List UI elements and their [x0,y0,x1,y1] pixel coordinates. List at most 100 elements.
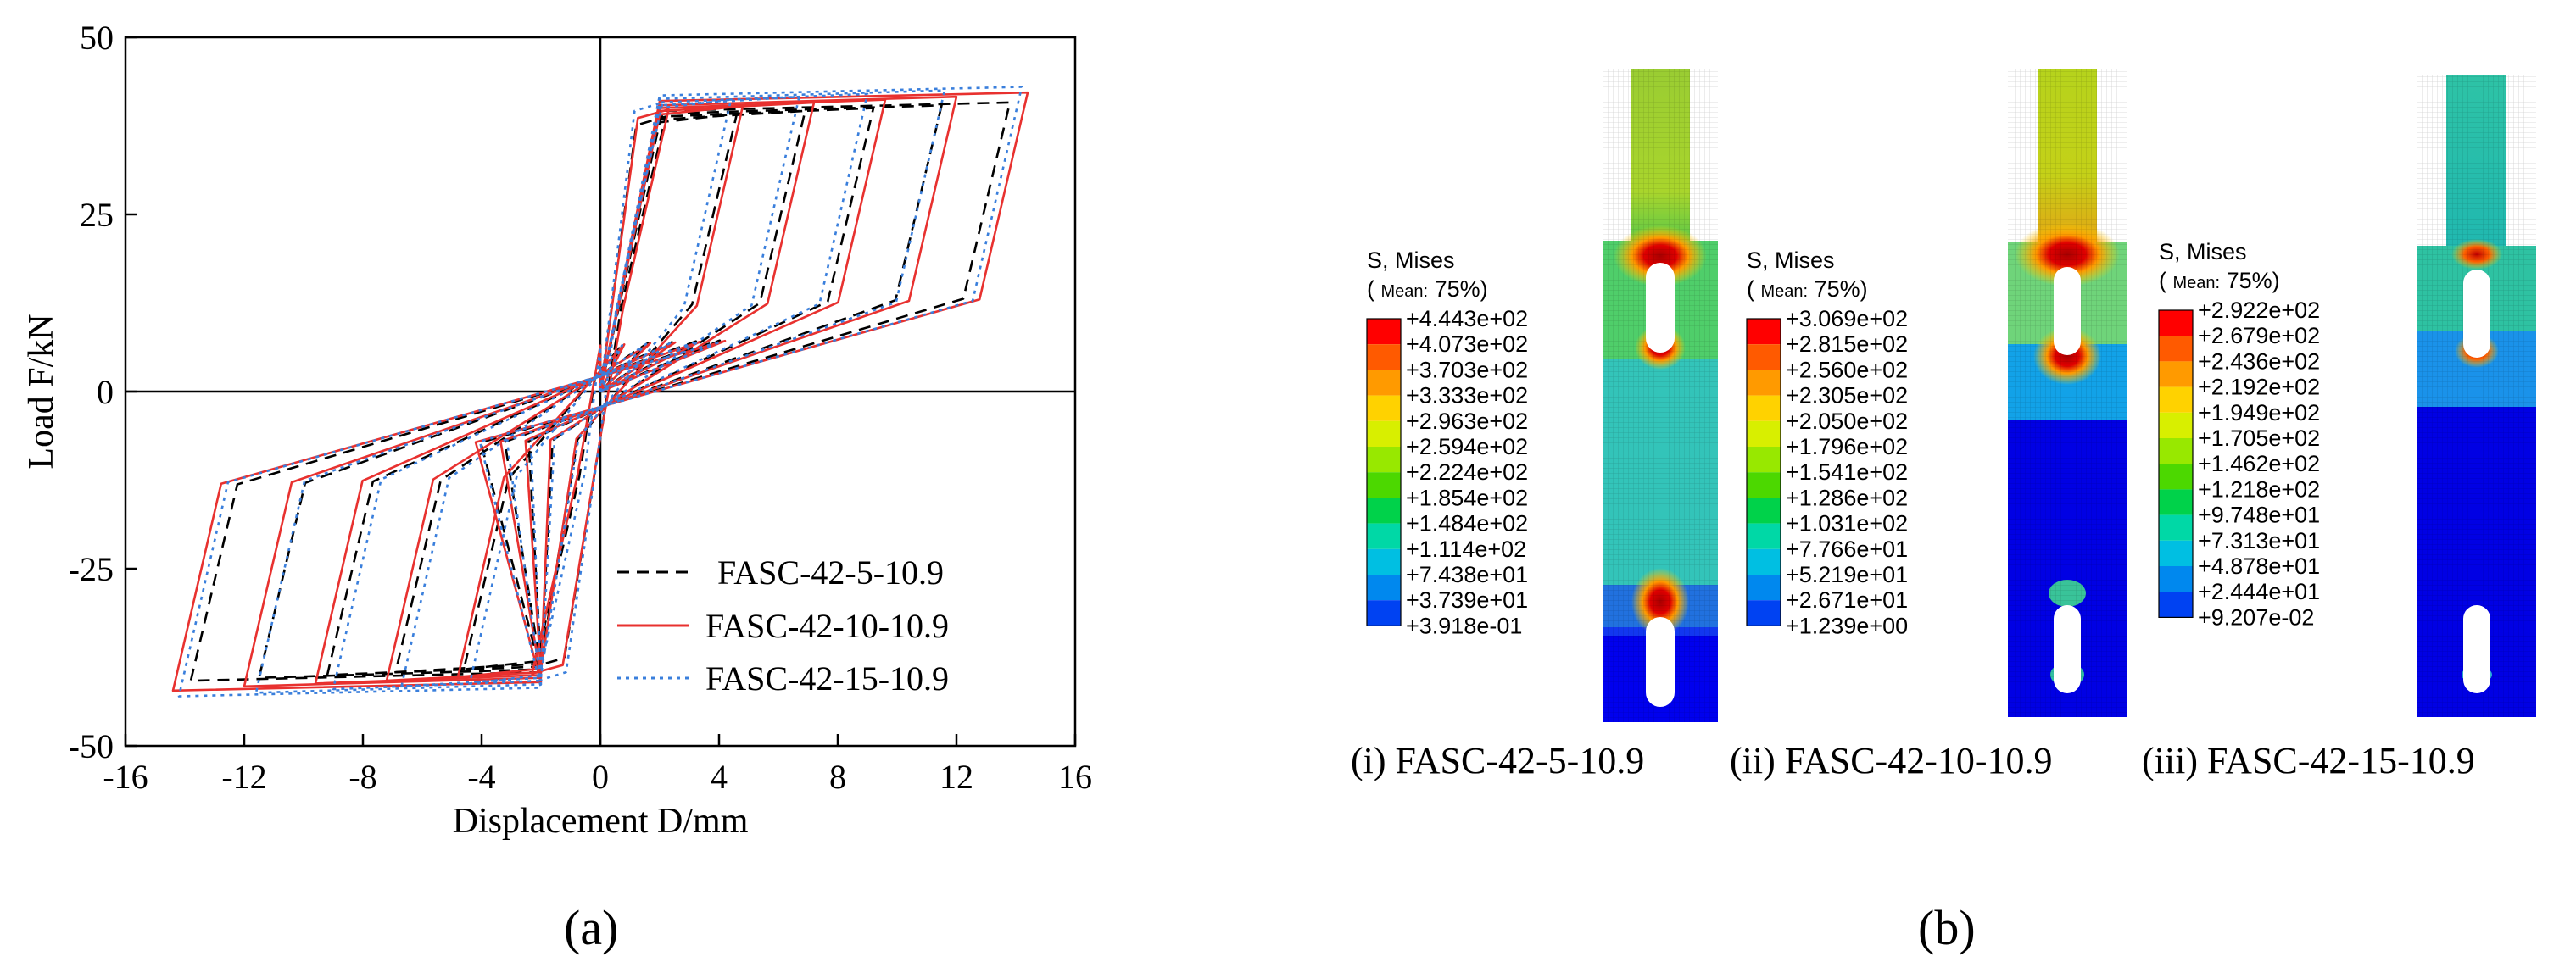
legend-color-swatch [1367,575,1401,601]
series-1-cycle-5 [258,104,943,679]
x-axis-label: Displacement D/mm [453,802,749,841]
series-3-curve [177,86,1023,698]
axis-tick-labels: -16 -12 -8 -4 0 4 8 12 16 -50 -25 0 25 50 [69,19,1092,796]
x-tick-label: 16 [1058,758,1092,796]
legend-level-label: +3.333e+02 [1406,383,1528,409]
specimen-ii-contour [2008,70,2127,717]
legend-level-label: +4.073e+02 [1406,331,1528,357]
legend-level-label: +4.878e+01 [2198,553,2320,579]
x-tick-label: 12 [940,758,973,796]
legend-level-label: +1.484e+02 [1406,511,1528,537]
legend-level-label: +1.949e+02 [2198,400,2320,425]
legend-color-swatch [2159,310,2193,336]
legend-color-swatch [2159,464,2193,490]
legend-level-label: +9.207e-02 [2198,604,2314,630]
legend-level-label: +2.444e+01 [2198,579,2320,604]
legend-color-swatch [1367,370,1401,396]
legend-level-label: +2.922e+02 [2198,297,2320,323]
legend-color-swatch [2159,540,2193,566]
legend-level-label: +1.218e+02 [2198,476,2320,502]
series-3-cycle-3 [400,95,800,688]
legend-color-swatch [1367,319,1401,345]
legend-colorbar-frame [1746,318,1781,626]
legend-label-series-2: FASC-42-10-10.9 [705,607,949,645]
legend-color-swatch [2159,566,2193,592]
legend-color-swatch [1747,344,1781,370]
legend-color-swatch [1367,523,1401,549]
legend-color-swatch [2159,386,2193,413]
series-2-cycle-5 [243,95,958,688]
panel-a-hysteresis-chart: -16 -12 -8 -4 0 4 8 12 16 -50 -25 0 25 50 Displacemen… [22,19,1092,955]
legend-color-swatch [1747,548,1781,575]
legend-color-swatch [1747,498,1781,524]
legend-ii-mean-value: 75%) [1815,276,1868,302]
y-tick-label: -50 [69,727,114,765]
legend-color-swatch [1367,548,1401,575]
legend-ii-mean-prefix: ( [1747,276,1754,302]
legend-color-swatch [1747,523,1781,549]
legend-color-swatch [1747,395,1781,421]
legend-i-mean-value: 75%) [1435,276,1488,302]
legend-level-label: +1.114e+02 [1406,537,1526,562]
legend-level-label: +2.963e+02 [1406,409,1528,434]
legend-color-swatch [1747,600,1781,626]
legend-level-label: +1.286e+02 [1786,485,1908,510]
y-tick-label: 0 [97,373,114,411]
legend-iii-mean-value: 75%) [2227,268,2280,293]
legend-color-swatch [1367,600,1401,626]
panel-b-label: (b) [1918,900,1976,955]
legend-level-label: +2.815e+02 [1786,331,1908,357]
legend-color-swatch [1747,370,1781,396]
legend-label-series-1: FASC-42-5-10.9 [717,553,944,592]
legend-color-swatch [2159,336,2193,362]
legend-color-swatch [1747,319,1781,345]
legend-level-label: +2.671e+01 [1786,587,1908,613]
legend-color-swatch [2159,412,2193,438]
legend-ii-title: S, Mises [1747,247,1835,273]
series-2-cycle-3 [385,101,816,682]
legend-level-label: +7.766e+01 [1786,537,1908,562]
specimen-i-contour [1603,70,1718,722]
legend-level-label: +4.443e+02 [1406,306,1528,331]
series-1-cycle-4 [326,107,875,676]
legend-ii-mean: ( Mean: 75%) [1747,276,1868,302]
axis-ticks [124,36,1077,748]
legend-color-swatch [1367,447,1401,473]
legend-color-swatch [2159,489,2193,515]
legend-level-label: +9.748e+01 [2198,503,2320,528]
legend-iii-levels: +2.922e+02+2.679e+02+2.436e+02+2.192e+02… [2158,297,2320,630]
legend-i-title: S, Mises [1367,247,1455,273]
x-tick-label: -4 [467,758,495,796]
series-3-cycle-2 [468,98,733,685]
legend-level-label: +3.703e+02 [1406,357,1528,382]
x-tick-label: -12 [221,758,266,796]
series-3-cycle-5 [254,89,946,694]
legend-iii-mean: ( Mean: 75%) [2159,268,2280,293]
legend-level-label: +7.313e+01 [2198,528,2320,553]
contour-legend-ii: S, Mises ( Mean: 75%) +3.069e+02+2.815e+… [1746,247,1908,638]
series-1-cycle-1 [533,115,667,668]
series-1-cycle-6 [189,101,1012,682]
contour-legend-iii: S, Mises ( Mean: 75%) +2.922e+02+2.679e+… [2158,239,2320,630]
specimen-iii-contour [2417,75,2536,717]
y-tick-label: 50 [80,19,114,57]
legend-level-label: +3.069e+02 [1786,306,1908,331]
legend-level-label: +2.679e+02 [2198,323,2320,348]
legend-level-label: +2.560e+02 [1786,357,1908,382]
legend-level-label: +2.192e+02 [2198,375,2320,400]
legend-i-mean: ( Mean: 75%) [1367,276,1488,302]
legend-level-label: +3.739e+01 [1406,587,1528,613]
legend-color-swatch [2159,514,2193,541]
series-3-cycle-4 [332,92,869,691]
panel-a-label: (a) [564,900,618,955]
contour-legend-i: S, Mises ( Mean: 75%) +4.443e+02+4.073e+… [1366,247,1528,638]
x-tick-label: 4 [711,758,728,796]
chart-legend: FASC-42-5-10.9 FASC-42-10-10.9 FASC-42-1… [617,553,949,698]
y-axis-label: Load F/kN [22,314,61,469]
hysteresis-curves [171,86,1029,698]
legend-level-label: +3.918e-01 [1406,613,1522,638]
legend-color-swatch [2159,361,2193,387]
legend-level-label: +5.219e+01 [1786,562,1908,587]
legend-color-swatch [1367,472,1401,498]
legend-level-label: +2.305e+02 [1786,383,1908,409]
